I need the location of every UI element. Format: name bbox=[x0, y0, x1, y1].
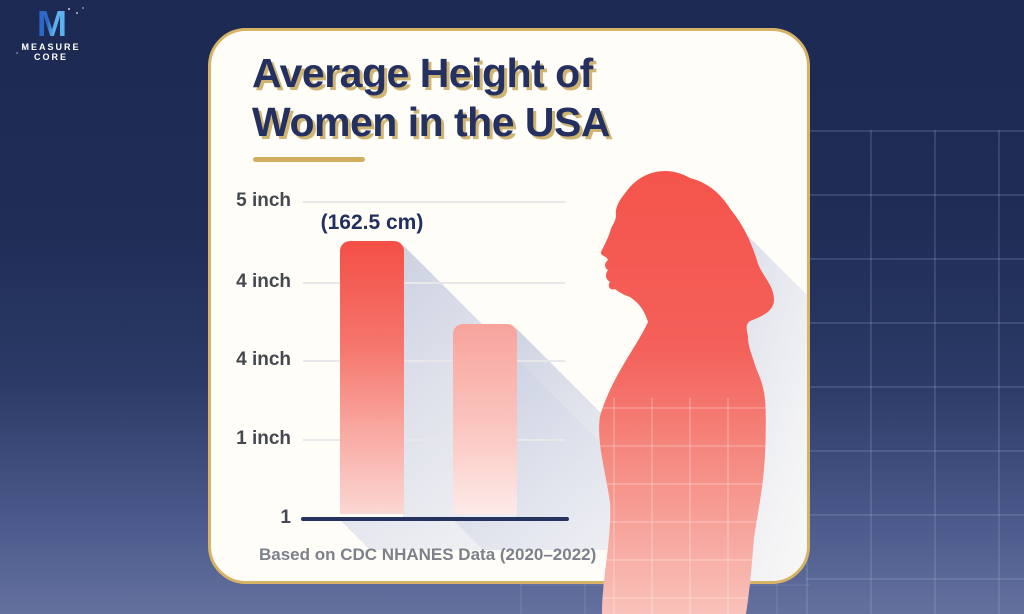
gridline-1 bbox=[303, 201, 565, 203]
woman-silhouette bbox=[599, 170, 774, 614]
measurecore-logo: M MEASURE CORE bbox=[16, 6, 86, 63]
bar-secondary bbox=[453, 324, 517, 514]
title-line-1: Average Height of bbox=[252, 50, 593, 96]
title-underline bbox=[253, 157, 365, 162]
y-tick-label-5inch: 5 inch bbox=[236, 190, 291, 211]
logo-text-measure: MEASURE bbox=[21, 42, 81, 52]
x-axis-line bbox=[301, 517, 569, 521]
y-tick-label-1inch: 1 inch bbox=[236, 428, 291, 449]
title-line-2: Women in the USA bbox=[252, 99, 610, 145]
y-tick-label-4inch-b: 4 inch bbox=[236, 349, 291, 370]
background-grid-pattern bbox=[806, 130, 1024, 614]
gridline-3 bbox=[303, 360, 565, 362]
y-tick-label-4inch-a: 4 inch bbox=[236, 271, 291, 292]
bar-average-height bbox=[340, 241, 404, 514]
bar-value-label: (162.5 cm) bbox=[320, 211, 424, 234]
logo-text-core: CORE bbox=[33, 52, 68, 62]
y-tick-label-baseline: 1 bbox=[280, 507, 291, 528]
source-note: Based on CDC NHANES Data (2020–2022) bbox=[259, 545, 597, 564]
measurecore-m-icon: M bbox=[16, 6, 86, 42]
page-title: Average Height of Women in the USA bbox=[252, 49, 610, 147]
sparkle-dots-icon bbox=[68, 8, 70, 10]
woman-silhouette-body bbox=[599, 170, 774, 614]
gridline-4 bbox=[303, 439, 565, 441]
gridline-2 bbox=[303, 282, 565, 284]
